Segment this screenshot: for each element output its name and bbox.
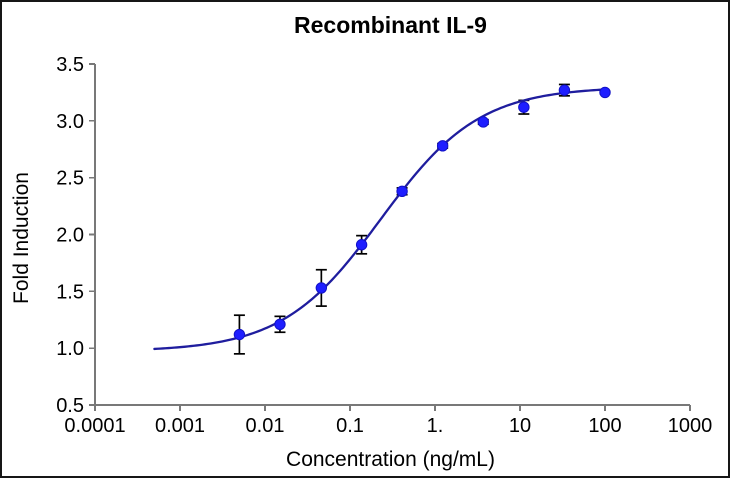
x-tick-label: 10 xyxy=(509,415,531,437)
data-point-marker xyxy=(477,116,489,128)
data-point-marker xyxy=(274,318,286,330)
data-point-marker xyxy=(355,239,368,251)
data-point-marker xyxy=(436,140,449,152)
chart-title: Recombinant IL-9 xyxy=(294,12,487,38)
data-point-marker xyxy=(315,282,328,294)
x-tick-label: 0.01 xyxy=(246,415,285,437)
x-tick-label: 0.1 xyxy=(336,415,364,437)
data-point-marker xyxy=(396,185,408,198)
x-tick-label: 100 xyxy=(588,415,621,437)
y-tick-label: 1.0 xyxy=(56,338,84,360)
x-tick-label: 1. xyxy=(427,415,444,437)
y-tick-label: 2.0 xyxy=(56,225,84,247)
x-axis-title: Concentration (ng/mL) xyxy=(286,448,495,471)
y-tick-label: 2.5 xyxy=(56,168,84,190)
data-point-marker xyxy=(558,84,571,96)
x-tick-label: 1000 xyxy=(668,415,713,437)
y-tick-label: 3.5 xyxy=(56,54,84,76)
data-point-marker xyxy=(233,328,246,341)
data-point-marker xyxy=(518,101,530,113)
x-tick-label: 0.0001 xyxy=(64,415,125,437)
fit-curve xyxy=(153,88,607,351)
data-point-marker xyxy=(599,86,611,99)
x-tick-label: 0.001 xyxy=(155,415,205,437)
y-tick-label: 3.0 xyxy=(56,111,84,133)
y-tick-label: 1.5 xyxy=(56,281,84,303)
y-tick-label: 0.5 xyxy=(56,395,84,417)
